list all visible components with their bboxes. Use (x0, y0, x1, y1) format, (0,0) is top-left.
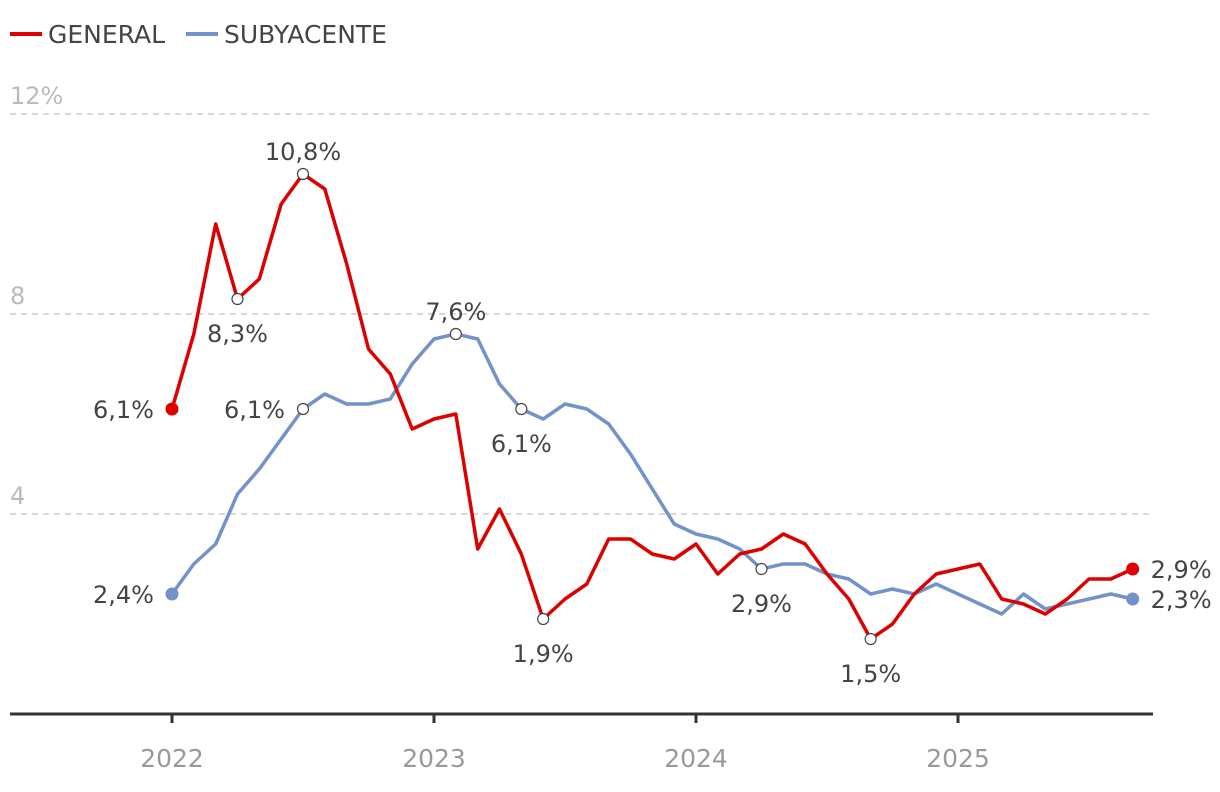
marker-general-32 (864, 632, 877, 646)
y-tick-label-4: 4 (10, 482, 25, 510)
data-label-general-3: 8,3% (207, 320, 268, 348)
y-tick-label-8: 8 (10, 282, 25, 310)
marker-general-3 (231, 292, 244, 306)
marker-subyacente-44 (1126, 592, 1140, 606)
data-label-general-32: 1,5% (840, 660, 901, 688)
data-label-subyacente-0: 2,4% (93, 581, 154, 609)
marker-general-44 (1126, 562, 1140, 576)
legend-label-general: GENERAL (48, 20, 165, 49)
x-axis: 2022 2023 2024 2025 (10, 712, 1153, 773)
data-label-general-0: 6,1% (93, 396, 154, 424)
legend-label-subyacente: SUBYACENTE (224, 20, 387, 49)
data-label-subyacente-16: 6,1% (491, 430, 552, 458)
x-tick-label-2024: 2024 (664, 744, 728, 773)
marker-subyacente-27 (755, 562, 768, 576)
marker-subyacente-16 (515, 402, 528, 416)
chart-annotations: 6,1% 8,3% 10,8% 1,9% 1,5% 2,9% 2,4% 6,1% 7,6% 6,1… (93, 138, 1212, 688)
marker-subyacente-6 (296, 402, 310, 416)
series-line-subyacente (170, 332, 1135, 616)
x-tick-label-2025: 2025 (926, 744, 990, 773)
data-label-subyacente-27: 2,9% (731, 590, 792, 618)
data-label-subyacente-13: 7,6% (425, 298, 486, 326)
chart-series (170, 172, 1135, 641)
grid-lines (10, 113, 1153, 515)
series-line-general (170, 172, 1135, 641)
x-tick-label-2022: 2022 (140, 744, 204, 773)
marker-general-6 (296, 167, 310, 181)
marker-subyacente-0 (165, 587, 179, 601)
data-label-general-17: 1,9% (513, 640, 574, 668)
x-tick-label-2023: 2023 (402, 744, 466, 773)
data-label-subyacente-6: 6,1% (224, 396, 285, 424)
data-label-general-44: 2,9% (1151, 556, 1212, 584)
marker-general-0 (165, 402, 179, 416)
chart-legend: GENERAL SUBYACENTE (10, 20, 387, 49)
y-axis-ticks: 12% 8 4 (10, 82, 63, 510)
data-label-subyacente-44: 2,3% (1151, 586, 1212, 614)
marker-subyacente-13 (449, 327, 462, 341)
marker-general-17 (537, 612, 550, 626)
data-label-general-6: 10,8% (265, 138, 341, 166)
y-tick-label-12: 12% (10, 82, 63, 110)
